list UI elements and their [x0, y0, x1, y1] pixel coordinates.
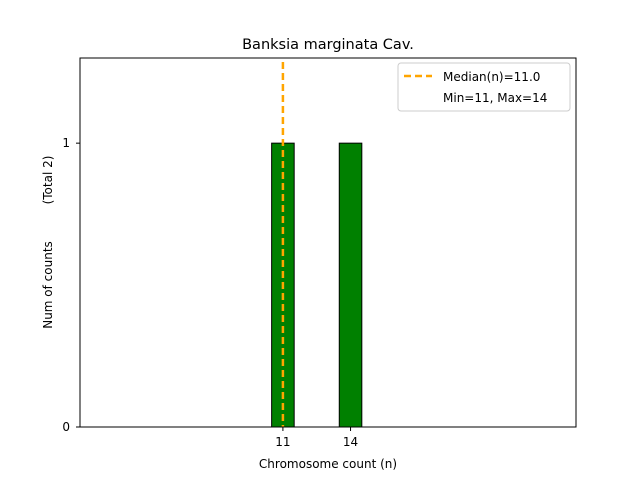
x-tick-label-11: 11: [275, 435, 290, 449]
y-axis-ticks: 01: [62, 136, 80, 434]
legend: Median(n)=11.0 Min=11, Max=14: [397, 62, 571, 112]
chart-title: Banksia marginata Cav.: [242, 37, 414, 53]
y-axis-label: Num of counts: [41, 241, 55, 329]
legend-box: [397, 62, 571, 112]
plot-area-frame: [79, 57, 577, 428]
bar-14: [338, 142, 363, 428]
x-tick-label-14: 14: [343, 435, 358, 449]
legend-median-label: Median(n)=11.0: [443, 70, 540, 84]
x-axis-ticks: 11 14: [275, 427, 358, 449]
y-tick-label-0: 0: [62, 420, 70, 434]
legend-minmax-label: Min=11, Max=14: [443, 91, 547, 105]
x-axis-label: Chromosome count (n): [259, 457, 397, 471]
y-tick-label-1: 1: [62, 136, 70, 150]
y-axis-total-label: (Total 2): [41, 156, 55, 205]
